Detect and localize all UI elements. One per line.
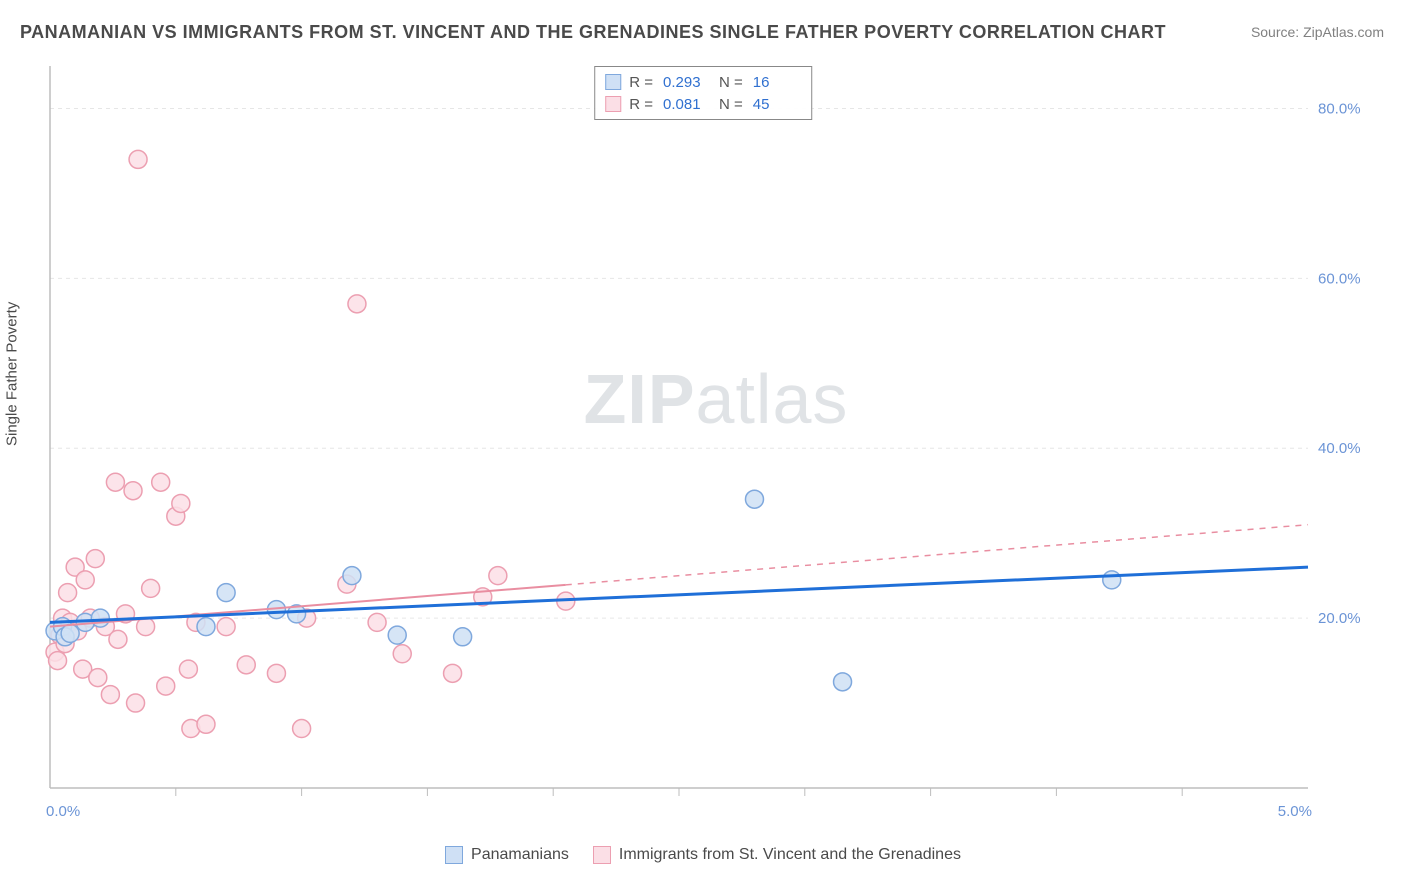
data-point	[348, 295, 366, 313]
data-point	[393, 645, 411, 663]
source-label: Source: ZipAtlas.com	[1251, 24, 1384, 40]
legend-correlation-row: R = 0.293 N = 16	[605, 71, 801, 93]
legend-correlation: R = 0.293 N = 16 R = 0.081 N = 45	[594, 66, 812, 120]
chart-svg: 20.0% 40.0% 60.0% 80.0% 0.0% 5.0%	[48, 64, 1384, 826]
legend-r-label: R =	[629, 74, 653, 91]
legend-n-value: 16	[753, 74, 801, 91]
x-tick-label: 5.0%	[1278, 803, 1312, 820]
y-axis-label: Single Father Poverty	[4, 302, 21, 446]
data-point	[197, 618, 215, 636]
legend-swatch	[605, 96, 621, 112]
legend-swatch	[605, 74, 621, 90]
data-point	[343, 567, 361, 585]
data-point	[293, 720, 311, 738]
data-point	[217, 618, 235, 636]
data-point	[142, 579, 160, 597]
legend-correlation-row: R = 0.081 N = 45	[605, 93, 801, 115]
data-point	[89, 669, 107, 687]
legend-series-label: Immigrants from St. Vincent and the Gren…	[619, 846, 961, 864]
legend-swatch	[445, 846, 463, 864]
y-tick-label: 20.0%	[1318, 610, 1361, 627]
data-point	[237, 656, 255, 674]
data-point	[127, 694, 145, 712]
data-point	[152, 473, 170, 491]
data-point	[101, 686, 119, 704]
data-point	[179, 660, 197, 678]
data-point	[129, 150, 147, 168]
y-tick-label: 40.0%	[1318, 440, 1361, 457]
legend-n-label: N =	[719, 96, 743, 113]
x-tick-label: 0.0%	[46, 803, 80, 820]
data-point	[388, 626, 406, 644]
data-point	[454, 628, 472, 646]
data-point	[61, 624, 79, 642]
data-point	[91, 609, 109, 627]
legend-r-value: 0.293	[663, 74, 711, 91]
legend-r-value: 0.081	[663, 96, 711, 113]
data-point	[86, 550, 104, 568]
legend-r-label: R =	[629, 96, 653, 113]
legend-series: Panamanians Immigrants from St. Vincent a…	[0, 846, 1406, 864]
data-point	[745, 490, 763, 508]
data-point	[489, 567, 507, 585]
plot-area: ZIPatlas 20.0%40.0%60.0%80.0%0.0%5.0%	[48, 64, 1384, 826]
y-tick-label: 60.0%	[1318, 270, 1361, 287]
data-point	[444, 664, 462, 682]
legend-series-item: Panamanians	[445, 846, 569, 864]
legend-n-label: N =	[719, 74, 743, 91]
data-point	[1103, 571, 1121, 589]
data-point	[76, 571, 94, 589]
data-point	[368, 613, 386, 631]
data-point	[109, 630, 127, 648]
legend-swatch	[593, 846, 611, 864]
legend-series-item: Immigrants from St. Vincent and the Gren…	[593, 846, 961, 864]
data-point	[106, 473, 124, 491]
data-point	[124, 482, 142, 500]
y-tick-label: 80.0%	[1318, 100, 1361, 117]
data-point	[157, 677, 175, 695]
data-point	[172, 494, 190, 512]
data-point	[834, 673, 852, 691]
data-point	[217, 584, 235, 602]
trend-line-pink-dashed	[566, 525, 1308, 585]
data-point	[49, 652, 67, 670]
legend-series-label: Panamanians	[471, 846, 569, 864]
chart-title: PANAMANIAN VS IMMIGRANTS FROM ST. VINCEN…	[20, 22, 1166, 43]
data-point	[59, 584, 77, 602]
legend-n-value: 45	[753, 96, 801, 113]
data-point	[197, 715, 215, 733]
data-point	[267, 664, 285, 682]
